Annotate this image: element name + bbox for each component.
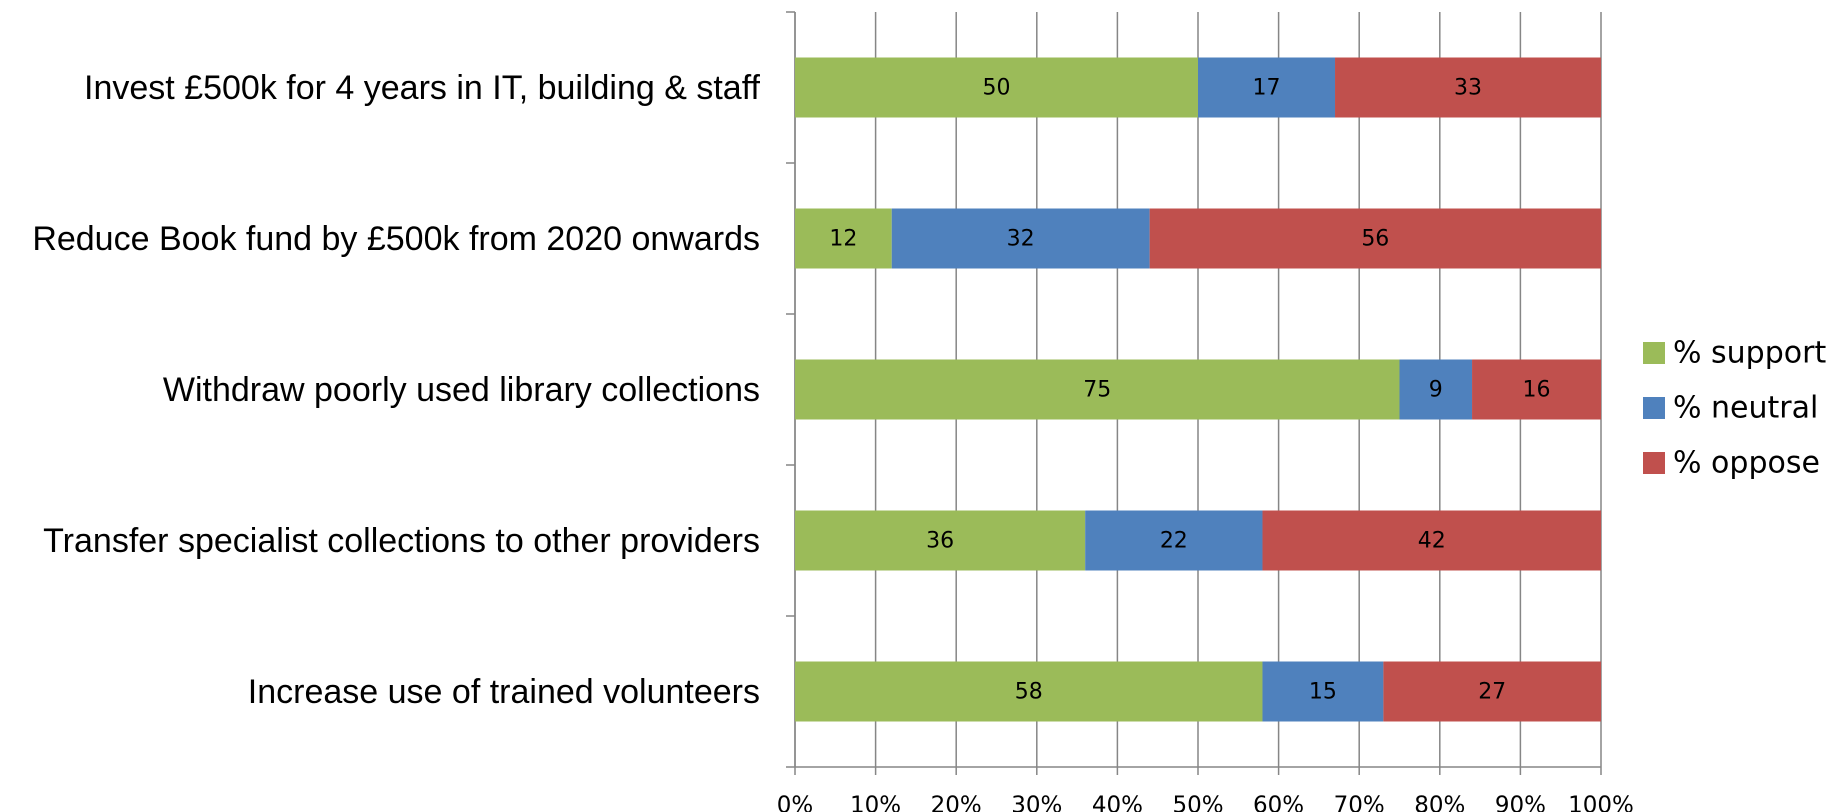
bar-segment [1149,208,1601,269]
category-text: Invest £500k for 4 years in IT, building… [84,68,760,107]
bar-segment [795,359,1400,420]
value-label: 32 [1007,227,1035,252]
category-label: Reduce Book fund by £500k from 2020 onwa… [0,217,760,260]
x-tick-label: 70% [1334,793,1385,812]
legend-label: % neutral [1673,391,1818,426]
bar-segment [795,57,1198,118]
value-label: 9 [1429,378,1443,403]
value-label: 42 [1418,529,1446,554]
legend-label: % oppose [1673,446,1820,481]
legend-swatch [1643,342,1665,364]
bar-segment [795,510,1086,571]
x-tick-label: 80% [1414,793,1465,812]
legend-swatch [1643,452,1665,474]
bar-segment [1085,510,1263,571]
x-tick-label: 10% [850,793,901,812]
bar-segment [1262,661,1384,722]
category-text: Withdraw poorly used library collections [162,370,760,409]
x-tick-label: 20% [931,793,982,812]
value-label: 58 [1015,680,1043,705]
value-label: 56 [1361,227,1389,252]
bar-segment [1262,510,1601,571]
category-text: Increase use of trained volunteers [247,672,760,711]
bar-segment [1472,359,1601,420]
value-label: 36 [926,529,954,554]
category-label: Transfer specialist collections to other… [0,519,760,562]
bar-segment [1335,57,1601,118]
x-tick-label: 60% [1253,793,1304,812]
bar-segment [795,661,1263,722]
value-label: 22 [1160,529,1188,554]
legend-swatch [1643,397,1665,419]
x-tick-label: 40% [1092,793,1143,812]
x-tick-label: 30% [1011,793,1062,812]
value-label: 27 [1478,680,1506,705]
x-tick-label: 50% [1172,793,1223,812]
category-label: Invest £500k for 4 years in IT, building… [0,66,760,109]
legend-label: % support [1673,336,1826,371]
category-text: Transfer specialist collections to other… [43,521,760,560]
category-label: Withdraw poorly used library collections [0,368,760,411]
bar-segment [891,208,1150,269]
value-label: 17 [1253,76,1281,101]
x-tick-label: 0% [777,793,814,812]
value-label: 15 [1309,680,1337,705]
x-tick-label: 90% [1495,793,1546,812]
bar-segment [1399,359,1473,420]
bar-segment [795,208,892,269]
value-label: 75 [1083,378,1111,403]
bar-segment [1198,57,1336,118]
x-tick-label: 100% [1568,793,1634,812]
value-label: 16 [1523,378,1551,403]
value-label: 12 [829,227,857,252]
value-label: 33 [1454,76,1482,101]
bar-segment [1383,661,1601,722]
category-label: Increase use of trained volunteers [0,670,760,713]
category-text: Reduce Book fund by £500k from 2020 onwa… [32,219,760,258]
value-label: 50 [983,76,1011,101]
